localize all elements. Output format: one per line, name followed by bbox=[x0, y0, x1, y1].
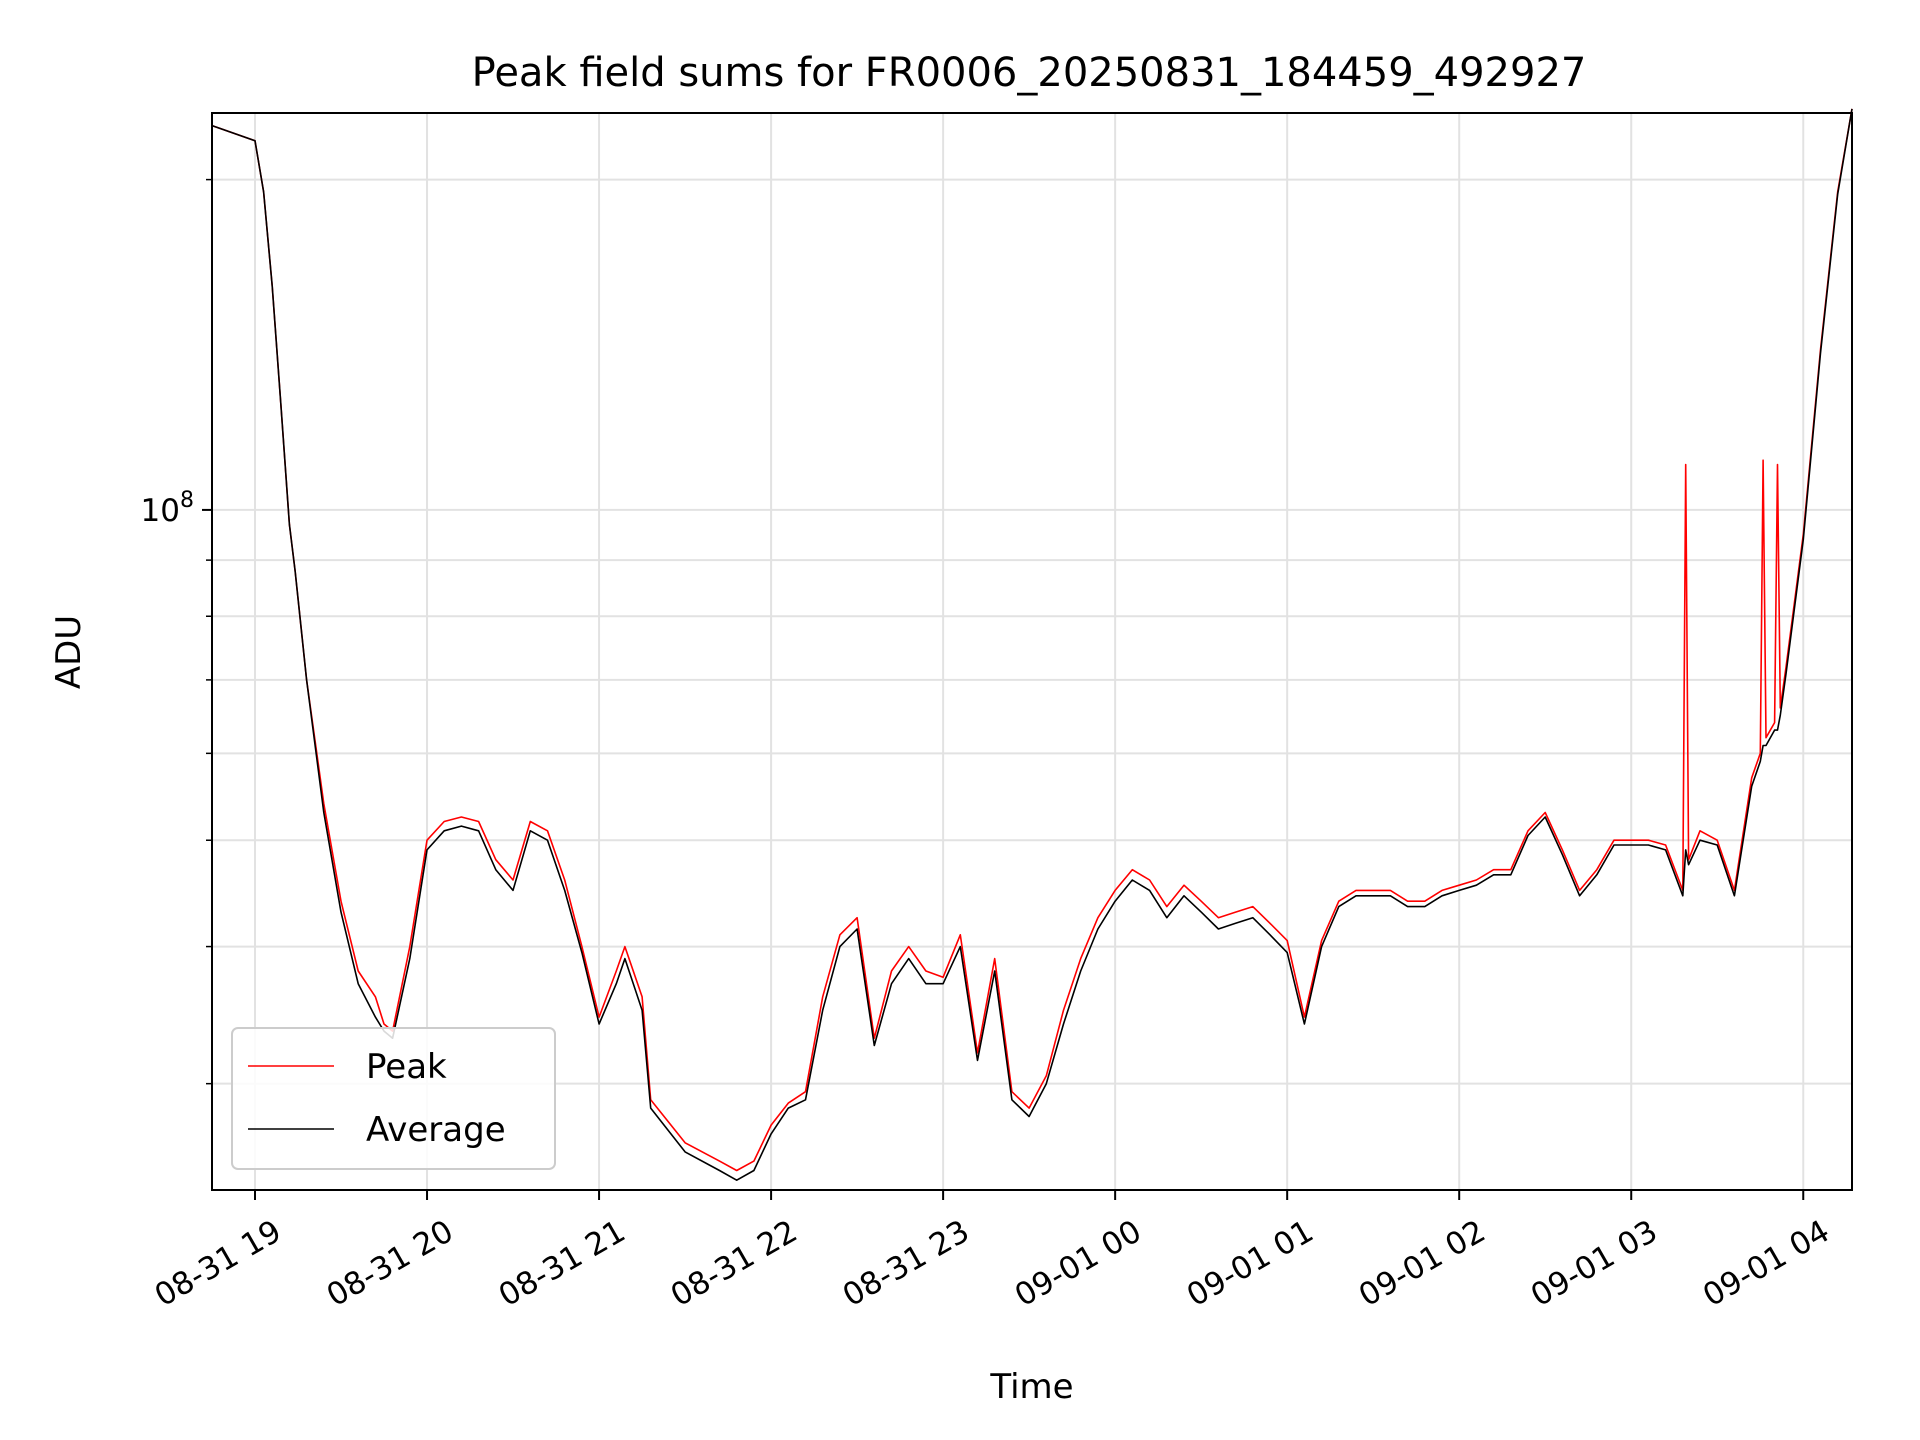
legend-label-peak: Peak bbox=[366, 1047, 447, 1087]
grid bbox=[212, 113, 1852, 1190]
series-line-peak bbox=[211, 108, 1853, 1172]
series-layer bbox=[211, 108, 1853, 1181]
legend: Peak Average bbox=[231, 1027, 556, 1170]
y-tick-label-exponent: 8 bbox=[180, 488, 194, 513]
chart-title: Peak field sums for FR0006_20250831_1844… bbox=[472, 50, 1587, 96]
y-axis-label: ADU bbox=[49, 615, 89, 689]
x-axis-label: Time bbox=[989, 1367, 1073, 1407]
y-axis: 108 bbox=[141, 178, 212, 1085]
y-tick-label: 108 bbox=[141, 488, 194, 529]
legend-frame bbox=[231, 1027, 556, 1170]
y-tick-label-base: 10 bbox=[141, 493, 180, 529]
plot-frame bbox=[211, 112, 1853, 1191]
series-line-average bbox=[211, 108, 1853, 1181]
legend-label-average: Average bbox=[366, 1110, 506, 1150]
